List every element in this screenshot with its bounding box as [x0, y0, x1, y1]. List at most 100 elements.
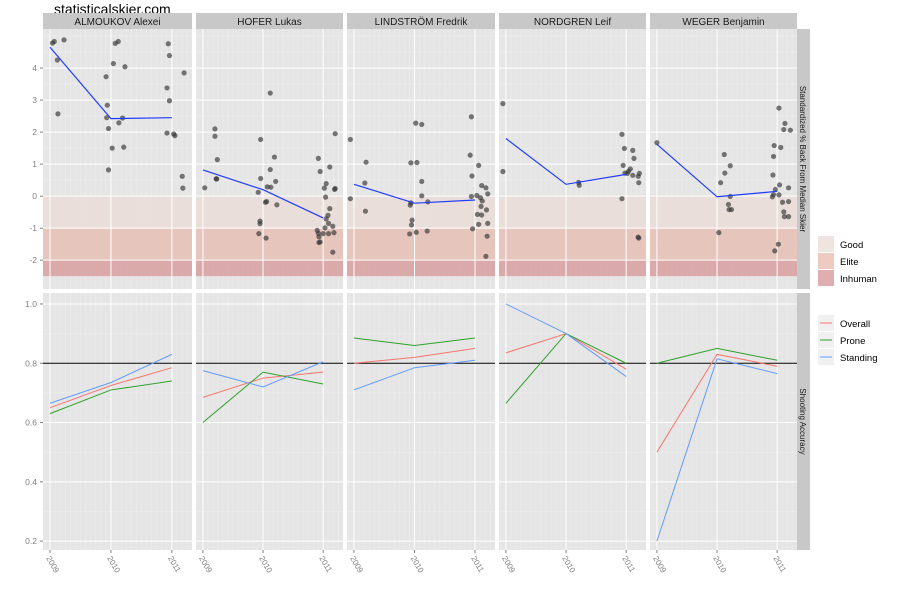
data-point: [320, 231, 326, 237]
data-point: [782, 120, 788, 127]
data-point: [110, 60, 116, 67]
y-tick-label: 0.2: [25, 536, 37, 546]
data-point: [331, 186, 338, 193]
data-point: [315, 155, 321, 161]
data-point: [413, 229, 419, 235]
row-strip-label: Shooting Accuracy: [798, 388, 807, 454]
data-point: [214, 176, 220, 182]
data-point: [264, 198, 270, 205]
data-point: [478, 203, 484, 209]
data-point: [180, 185, 186, 191]
shooting-panel: [196, 293, 343, 550]
score-trend-line: [202, 169, 324, 219]
data-point: [105, 167, 112, 173]
data-point: [775, 241, 781, 247]
data-point: [347, 196, 353, 202]
data-point: [624, 170, 630, 177]
data-point: [103, 74, 109, 80]
data-point: [273, 178, 279, 185]
band-good: [347, 196, 495, 229]
data-point: [109, 145, 115, 151]
data-point: [476, 162, 482, 169]
data-point: [51, 38, 57, 45]
data-point: [470, 226, 476, 232]
data-point: [362, 208, 369, 214]
data-point: [212, 133, 218, 139]
band-elite: [347, 228, 495, 261]
band-inhuman: [43, 260, 192, 277]
data-point: [267, 166, 273, 173]
data-point: [255, 189, 261, 195]
legend-label: Elite: [840, 257, 858, 268]
band-inhuman: [499, 260, 646, 277]
shooting-line-prone: [656, 347, 778, 364]
data-point: [419, 121, 425, 128]
data-point: [408, 160, 414, 166]
data-point: [407, 231, 413, 237]
data-point: [722, 170, 728, 176]
data-point: [164, 85, 170, 91]
band-good: [650, 196, 797, 229]
score-trend-line: [353, 183, 476, 204]
data-point: [122, 64, 128, 70]
data-point: [476, 221, 482, 227]
data-point: [55, 111, 61, 117]
shooting-panel: [43, 293, 192, 550]
x-tick-label: 2009: [348, 555, 365, 575]
y-tick-label: 0.4: [25, 477, 37, 487]
data-point: [770, 172, 776, 178]
shooting-line-overall: [656, 353, 778, 453]
data-point: [164, 130, 170, 136]
x-tick-label: 2010: [105, 555, 122, 575]
data-point: [781, 214, 787, 220]
data-point: [330, 249, 336, 255]
shooting-line-standing: [353, 359, 476, 391]
legend-key-inhuman: [818, 270, 834, 286]
data-point: [408, 222, 415, 228]
facet-strip-label: LINDSTRÖM Fredrik: [375, 16, 469, 28]
data-point: [409, 217, 415, 223]
data-point: [419, 178, 425, 185]
shooting-line-standing: [656, 358, 778, 542]
x-tick-label: 2011: [317, 555, 334, 575]
band-elite: [43, 228, 192, 261]
data-point: [331, 230, 337, 236]
data-point: [362, 180, 368, 186]
data-point: [256, 231, 262, 237]
data-point: [268, 184, 274, 190]
data-point: [332, 131, 338, 137]
facet-strip: [196, 13, 343, 29]
data-point: [772, 186, 778, 193]
data-point: [781, 126, 787, 133]
data-point: [414, 159, 420, 166]
facet-strip: [650, 13, 797, 29]
data-point: [322, 194, 329, 200]
data-point: [770, 153, 777, 160]
data-point: [214, 157, 220, 163]
data-point: [316, 234, 322, 240]
data-point: [172, 133, 178, 139]
facet-strip-label: HOFER Lukas: [237, 17, 301, 28]
data-point: [316, 239, 322, 246]
band-inhuman: [650, 260, 797, 277]
facet-lindstr-m-fredrik: LINDSTRÖM Fredrik 2009 2010 2011: [347, 13, 495, 575]
data-point: [483, 253, 489, 259]
y-tick-label: 1: [32, 159, 37, 169]
data-point: [363, 159, 369, 165]
data-point: [407, 202, 413, 208]
x-tick-label: 2011: [620, 555, 637, 575]
data-point: [321, 185, 327, 191]
data-point: [54, 57, 60, 63]
data-point: [776, 192, 782, 198]
band-good: [196, 196, 343, 229]
legend-label: Standing: [840, 353, 878, 364]
legend-key-elite: [818, 253, 834, 269]
row-strip: [797, 293, 810, 550]
score-trend-line: [656, 143, 778, 198]
data-point: [500, 168, 506, 175]
data-point: [621, 145, 627, 152]
legend-label: Overall: [840, 319, 870, 330]
x-tick-label: 2010: [560, 555, 577, 575]
data-point: [323, 216, 329, 222]
band-elite: [650, 228, 797, 261]
